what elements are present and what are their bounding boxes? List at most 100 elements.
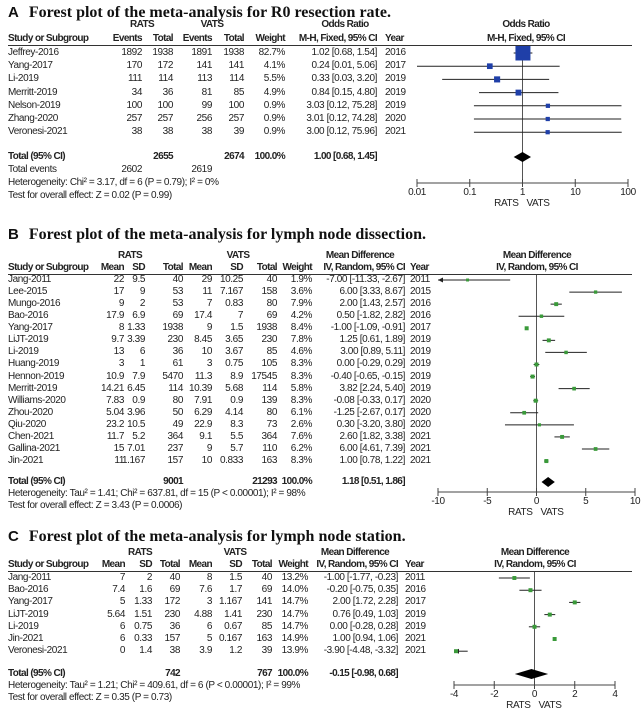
table-cell: 1892 xyxy=(121,47,142,58)
table-cell: 0 xyxy=(119,645,126,657)
table-cell: 163 xyxy=(261,455,278,467)
table-cell: 2015 xyxy=(410,286,431,298)
column-header: Total xyxy=(152,33,174,44)
table-cell: 13.2% xyxy=(281,572,309,583)
panel-title: C Forest plot of the meta-analysis for ly… xyxy=(8,528,406,546)
table-cell: 7 xyxy=(206,298,213,310)
study-marker xyxy=(545,130,550,135)
table-cell: 7.4 xyxy=(112,584,125,596)
table-cell: -1.25 [-2.67, 0.17] xyxy=(333,406,406,418)
table-cell: 2016 xyxy=(410,310,431,322)
header-divider xyxy=(8,571,632,572)
heterogeneity-text: Heterogeneity: Tau² = 1.41; Chi² = 637.8… xyxy=(8,488,306,499)
study-name: Merritt-2019 xyxy=(8,382,58,394)
table-cell: 2021 xyxy=(405,645,426,657)
plot-header: Odds Ratio xyxy=(502,19,550,30)
column-header: Year xyxy=(410,262,429,273)
table-cell: 141 xyxy=(196,60,213,72)
table-cell: 10 xyxy=(201,346,213,358)
axis-tick-label: 5 xyxy=(583,496,589,507)
table-cell: 2017 xyxy=(405,596,426,608)
table-cell: 2019 xyxy=(410,370,431,382)
study-name: Jang-2011 xyxy=(8,274,51,285)
table-cell: 3.00 [0.89, 5.11] xyxy=(340,346,405,358)
table-cell: -0.08 [-0.33, 0.17] xyxy=(333,394,406,406)
table-cell: 114 xyxy=(262,382,277,394)
table-cell: 2.60 [1.82, 3.38] xyxy=(339,430,406,442)
table-cell: 2020 xyxy=(410,418,431,430)
table-cell: 2019 xyxy=(410,334,431,346)
table-cell: 14.9% xyxy=(281,633,309,644)
table-cell: 1.167 xyxy=(121,455,145,467)
total-cell: 2674 xyxy=(224,151,244,162)
table-cell: 7.6 xyxy=(199,584,212,596)
table-cell: 4.14 xyxy=(225,406,243,418)
table-cell: 0.76 [0.49, 1.03] xyxy=(332,608,399,620)
column-header: Year xyxy=(385,33,404,44)
table-cell: 172 xyxy=(157,60,174,72)
table-cell: 0.33 xyxy=(134,633,152,644)
table-cell: 141 xyxy=(228,60,245,72)
panel-letter: B xyxy=(8,226,19,243)
table-cell: 364 xyxy=(167,430,184,442)
table-cell: 3.82 [2.24, 5.40] xyxy=(339,382,406,394)
table-cell: 7.8% xyxy=(290,334,313,346)
table-cell: 10.39 xyxy=(188,382,212,394)
table-cell: 80 xyxy=(172,394,184,406)
study-name: Jin-2021 xyxy=(8,455,44,467)
table-cell: 69 xyxy=(261,584,273,596)
table-cell: 9.5 xyxy=(132,274,145,285)
study-marker xyxy=(572,386,576,391)
study-name: Yang-2017 xyxy=(8,60,53,72)
table-cell: 0.9 xyxy=(132,394,145,406)
study-name: Zhou-2020 xyxy=(8,406,53,418)
study-name: Gallina-2021 xyxy=(8,442,60,454)
table-cell: 61 xyxy=(172,358,184,370)
column-header: Year xyxy=(405,559,424,570)
table-cell: 0.9% xyxy=(263,126,286,138)
group-header: VATS xyxy=(223,547,247,558)
table-cell: 2020 xyxy=(410,394,431,406)
table-cell: -0.40 [-0.65, -0.15] xyxy=(330,370,406,382)
table-cell: 256 xyxy=(196,113,213,124)
column-header: Total xyxy=(162,262,184,273)
table-cell: 157 xyxy=(167,455,184,467)
table-cell: 1.5 xyxy=(230,322,243,334)
table-cell: 230 xyxy=(256,608,273,620)
table-cell: 2019 xyxy=(405,608,426,620)
table-cell: 8.3% xyxy=(290,370,313,382)
axis-label-vats: VATS xyxy=(538,700,562,711)
table-cell: 53 xyxy=(172,298,184,310)
study-marker xyxy=(522,410,527,415)
study-marker xyxy=(552,637,557,641)
table-cell: 0.9% xyxy=(263,113,286,124)
panel-title: B Forest plot of the meta-analysis for ly… xyxy=(8,226,426,244)
table-cell: 1.4 xyxy=(139,645,152,657)
plot-subheader: M-H, Fixed, 95% CI xyxy=(486,33,566,44)
study-marker xyxy=(560,434,565,439)
column-header: Study or Subgroup xyxy=(8,33,89,44)
table-cell: 10.25 xyxy=(219,274,243,285)
table-cell: 7.167 xyxy=(219,286,243,298)
table-cell: 1.33 xyxy=(134,596,152,608)
table-cell: 0.167 xyxy=(218,633,242,644)
table-cell: 1.5 xyxy=(229,572,242,583)
header-divider xyxy=(8,45,632,46)
axis-tick-label: -4 xyxy=(449,689,459,700)
study-marker xyxy=(466,278,470,282)
study-marker xyxy=(533,398,538,403)
table-cell: 9 xyxy=(139,286,146,298)
table-cell: 69 xyxy=(169,584,181,596)
table-cell: 0.9% xyxy=(263,99,286,111)
table-cell: 2011 xyxy=(410,274,430,285)
column-header: Mean xyxy=(188,559,213,570)
table-cell: 0.33 [0.03, 3.20] xyxy=(311,73,378,85)
table-cell: 1938 xyxy=(162,322,183,334)
table-cell: 230 xyxy=(167,334,184,346)
table-cell: 5.7 xyxy=(230,442,243,454)
column-header: Total xyxy=(256,262,278,273)
column-header: Events xyxy=(182,33,213,44)
study-marker xyxy=(564,350,568,355)
table-cell: 139 xyxy=(261,394,278,406)
table-cell: 14.7% xyxy=(281,596,309,608)
